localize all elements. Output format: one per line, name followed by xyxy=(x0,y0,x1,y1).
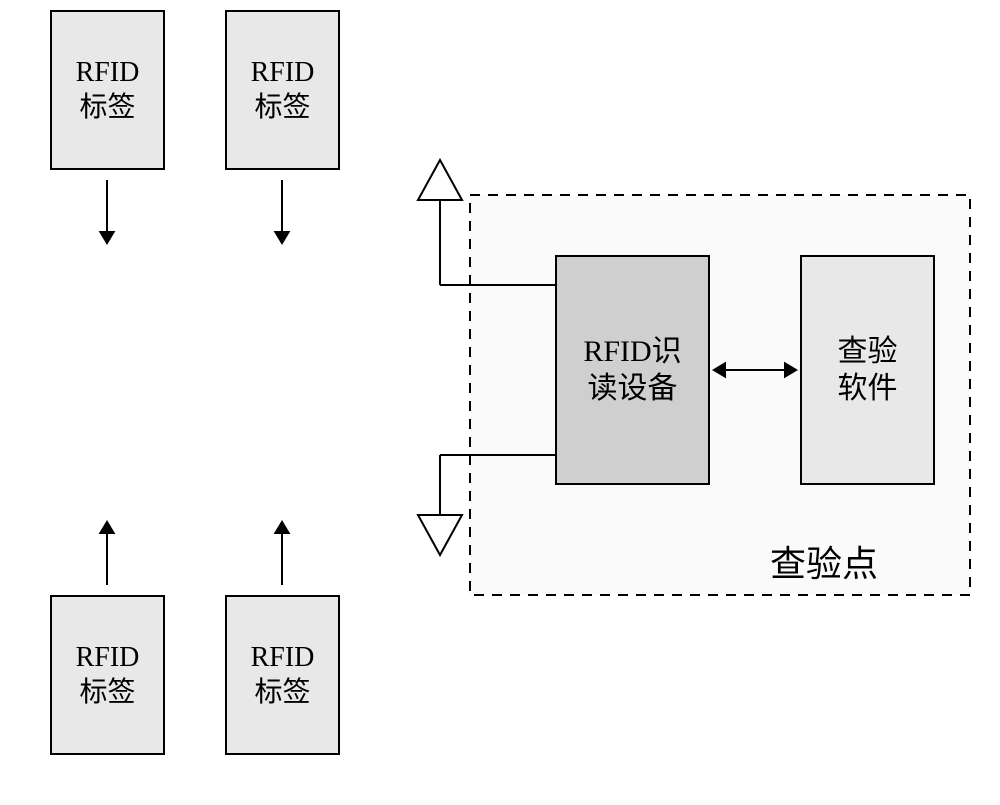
rfid-tag-label-line2: 标签 xyxy=(254,92,310,123)
rfid-tag-label-line2: 标签 xyxy=(79,677,135,708)
rfid-tag-top-left: RFID 标签 xyxy=(50,10,165,170)
inspection-software-box: 查验 软件 xyxy=(800,255,935,485)
rfid-tag-top-right: RFID 标签 xyxy=(225,10,340,170)
checkpoint-label-text: 查验点 xyxy=(770,544,878,584)
rfid-tag-label-line1: RFID xyxy=(76,642,140,673)
rfid-tag-label-line1: RFID xyxy=(76,57,140,88)
software-label-line1: 查验 xyxy=(838,335,898,368)
rfid-tag-bottom-left: RFID 标签 xyxy=(50,595,165,755)
rfid-reader-label-line1: RFID识 xyxy=(583,335,681,368)
rfid-tag-label-line1: RFID xyxy=(251,642,315,673)
rfid-tag-label-line1: RFID xyxy=(251,57,315,88)
rfid-tag-label-line2: 标签 xyxy=(254,677,310,708)
diagram-canvas: RFID 标签 RFID 标签 RFID 标签 RFID 标签 RFID识 读设… xyxy=(0,0,1000,805)
rfid-tag-label-line2: 标签 xyxy=(79,92,135,123)
checkpoint-label: 查验点 xyxy=(770,535,878,587)
software-label-line2: 软件 xyxy=(838,372,898,405)
rfid-reader-label-line2: 读设备 xyxy=(587,372,677,405)
rfid-reader-box: RFID识 读设备 xyxy=(555,255,710,485)
rfid-tag-bottom-right: RFID 标签 xyxy=(225,595,340,755)
